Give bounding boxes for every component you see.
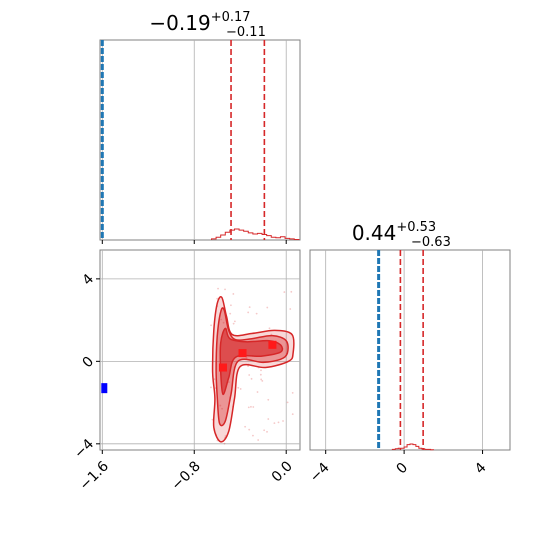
joint-scatter-point [263,429,266,432]
joint-scatter-point [250,405,252,408]
joint-y-tick-label: 0 [80,354,98,372]
joint-contour-level [219,327,284,396]
joint-density-peaks [218,340,277,372]
joint-scatter-point [222,321,225,324]
hist-1-title-main: −0.19 [149,11,210,35]
joint-scatter-point [256,391,259,393]
joint-scatter-point [286,401,289,404]
joint-scatter-point [255,312,258,315]
joint-scatter-point [248,306,251,309]
joint-scatter-point [289,308,292,310]
joint-scatter-point [267,418,270,420]
joint-scatter-point [232,322,235,325]
joint-x-tick-label: 0.0 [269,458,296,485]
joint-scatter-point [252,406,255,408]
joint-scatter-point [210,324,212,327]
joint-scatter-point [247,311,250,314]
joint-scatter-point [277,421,280,424]
joint-contour-level [211,296,295,443]
joint-scatter-point [273,422,276,425]
joint-scatter-point [291,391,294,394]
joint-x-tick-label: −0.8 [169,458,204,493]
hist-2-tick-label: −4 [307,460,333,486]
joint-scatter-point [227,381,230,384]
hist-1-title: −0.19+0.17 [149,10,250,35]
joint-density-peak [238,349,247,358]
joint-x-tick-label: −1.6 [77,458,112,493]
joint-scatter-point [216,297,219,300]
joint-scatter-point [230,304,232,307]
hist-1-grid [101,40,287,244]
hist-2-steps [391,443,435,451]
hist-2-x-ticks: −4 0 4 [307,450,490,486]
joint-panel: −1.6 −0.8 0.0 −4 0 4 [71,249,301,494]
hist-1-quantile-lines [230,40,266,240]
hist-2-tick-label: 0 [394,460,412,478]
joint-scatter-point [224,435,227,437]
joint-scatter-point [233,320,236,323]
joint-y-tick-label: 4 [80,271,98,289]
joint-scatter-point [266,430,268,433]
joint-scatter-point [257,439,260,441]
joint-density-peak [218,363,227,372]
hist-2-title-main: 0.44 [352,221,397,245]
joint-grid [100,250,300,450]
joint-scatter-point [252,434,254,437]
joint-scatter-point [239,388,242,390]
joint-scatter-point [245,356,248,359]
joint-scatter-point [290,290,293,293]
hist-2-title-sup: +0.53 [396,220,436,235]
joint-contour-level [215,307,289,427]
joint-scatter-point [248,374,251,376]
joint-scatter-point [260,378,263,381]
hist-2-tick-label: 4 [472,460,490,478]
hist-1-frame [99,39,301,241]
joint-scatter-point [237,386,240,389]
joint-scatter-point [213,378,216,381]
joint-scatter-point [244,425,247,428]
joint-scatter-point [229,312,232,315]
joint-scatter-point [260,369,262,372]
joint-scatter-point [224,288,226,291]
hist-1-title-sup: +0.17 [211,10,251,25]
joint-scatter-point [266,306,269,309]
joint-scatter-point [250,377,253,380]
joint-scatter-point [221,407,223,410]
hist-panel-param-1: −0.19+0.17 −0.11 [99,10,301,244]
joint-y-ticks: −4 0 4 [71,271,100,462]
hist-2-title-sub: −0.63 [411,235,451,250]
joint-scatter-point [283,291,286,293]
joint-frame [99,249,301,451]
joint-scatter-point [268,327,271,330]
joint-scatter-point [220,318,223,321]
joint-scatter-point [232,293,235,295]
joint-scatter-point [219,404,222,407]
hist-1-steps [210,228,300,240]
joint-scatter-point [223,442,226,445]
joint-contour-levels [211,296,295,443]
hist-2-frame [309,249,511,451]
joint-scatter-point [267,398,270,401]
hist-2-grid [325,250,483,450]
joint-scatter-point [291,413,294,416]
hist-panel-param-2: 0.44+0.53 −0.63 −4 0 4 [307,220,511,486]
joint-truth-marker [101,383,108,394]
joint-scatter-point [261,379,264,382]
joint-scatter-point [217,287,219,290]
hist-1-title-sub: −0.11 [226,25,266,40]
joint-scatter-point [210,386,212,389]
hist-2-quantile-lines [399,250,424,450]
joint-density-peak [268,340,277,349]
joint-scatter-point [211,418,214,421]
joint-scatter-point [282,420,284,422]
joint-scatter-point [248,428,251,431]
joint-x-ticks: −1.6 −0.8 0.0 [77,450,296,494]
hist-2-title: 0.44+0.53 [352,220,436,245]
joint-y-tick-label: −4 [71,436,97,462]
joint-scatter-point [247,406,250,409]
joint-scatter-point [259,373,262,376]
